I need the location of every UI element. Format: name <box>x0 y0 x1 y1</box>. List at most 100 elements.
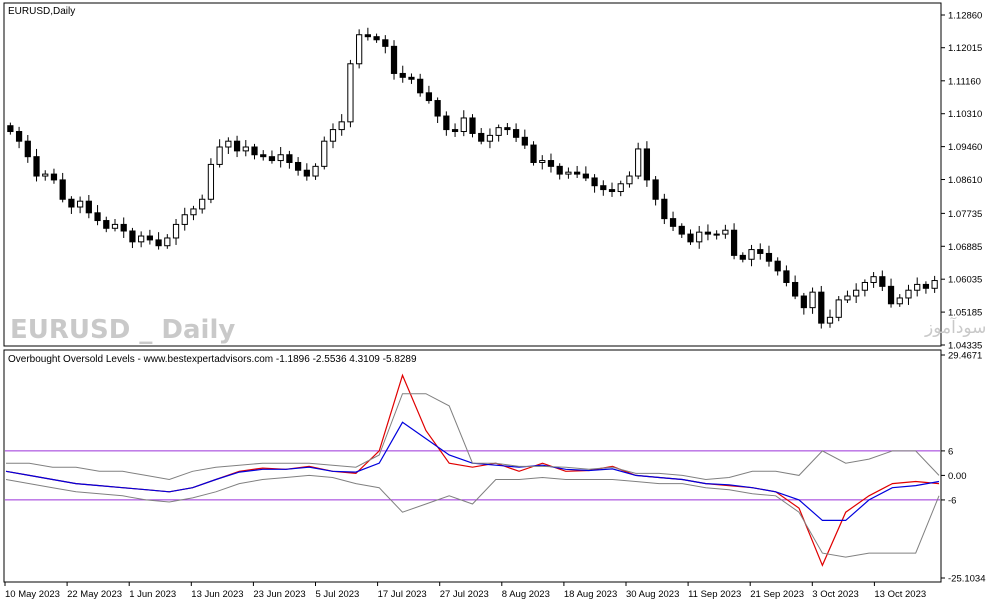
candle <box>286 150 293 169</box>
bear-candle-body <box>739 254 746 260</box>
time-tick-label: 11 Sep 2023 <box>688 589 741 600</box>
bear-candle-body <box>783 270 790 283</box>
candle <box>42 170 49 181</box>
time-tick-label: 30 Aug 2023 <box>626 589 679 600</box>
bear-candle-body <box>146 235 153 241</box>
bull-candle-body <box>338 121 345 131</box>
candle <box>294 157 302 176</box>
candle <box>68 196 75 214</box>
candle <box>155 232 162 250</box>
candle <box>635 142 642 180</box>
bull-candle-body <box>914 283 921 291</box>
bull-candle-body <box>312 165 319 177</box>
bear-candle-body <box>547 160 555 167</box>
candle <box>172 219 180 245</box>
time-tick-label: 5 Jul 2023 <box>316 589 360 600</box>
bear-candle-body <box>504 127 511 131</box>
bear-candle-body <box>155 239 162 247</box>
price-tick-label: 1.06035 <box>948 275 982 286</box>
price-tick-label: 1.08610 <box>948 175 982 186</box>
bear-candle-body <box>469 117 476 134</box>
time-tick-label: 1 Jun 2023 <box>129 589 176 600</box>
price-panel-frame[interactable] <box>3 2 942 347</box>
candle <box>469 114 476 138</box>
candle <box>382 35 389 54</box>
candle <box>181 207 188 231</box>
price-tick-label: 1.04335 <box>948 341 982 352</box>
bull-candle-body <box>207 163 215 200</box>
bear-candle-body <box>382 39 389 47</box>
candle <box>792 275 799 300</box>
bear-candle-body <box>59 179 66 200</box>
bear-candle-body <box>260 154 267 158</box>
bear-candle-body <box>268 156 276 162</box>
candle <box>696 225 703 249</box>
time-tick-label: 13 Oct 2023 <box>874 589 926 600</box>
bear-candle-body <box>443 115 450 131</box>
candle <box>643 141 651 187</box>
bear-candle-body <box>294 161 302 171</box>
bear-candle-body <box>774 260 781 272</box>
time-tick-label: 10 May 2023 <box>5 589 60 600</box>
candle <box>547 153 555 173</box>
bull-candle-body <box>190 208 197 216</box>
candle <box>521 129 528 149</box>
candle <box>164 234 171 249</box>
price-tick-label: 1.10310 <box>948 109 982 120</box>
candle <box>861 279 868 297</box>
bear-candle-body <box>68 198 75 208</box>
indicator-panel-frame[interactable] <box>3 349 942 583</box>
bull-candle-body <box>486 134 494 142</box>
bull-candle-body <box>111 223 119 229</box>
candle <box>242 140 249 157</box>
bear-candle-body <box>399 72 406 78</box>
candle <box>495 124 502 142</box>
time-tick-label: 18 Aug 2023 <box>564 589 617 600</box>
indicator-tick-label: 6 <box>948 446 953 457</box>
bull-candle-body <box>495 127 502 136</box>
bear-candle-body <box>7 125 14 133</box>
bear-candle-body <box>661 198 668 220</box>
candle <box>626 171 633 188</box>
candle <box>268 150 276 164</box>
candle <box>146 229 153 245</box>
symbol-label: EURUSD,Daily <box>8 6 75 17</box>
bear-candle-body <box>303 169 310 177</box>
candle <box>434 97 441 123</box>
bear-candle-body <box>643 148 651 181</box>
candle <box>713 230 720 240</box>
price-tick-label: 1.12015 <box>948 43 982 54</box>
bear-candle-body <box>678 225 685 235</box>
candle <box>129 227 136 249</box>
price-tick-label: 1.07735 <box>948 209 982 220</box>
candle <box>818 285 825 329</box>
candle <box>451 123 459 137</box>
bear-candle-body <box>15 131 23 142</box>
candle <box>783 265 790 287</box>
candle <box>216 139 223 168</box>
bull-candle-body <box>225 140 232 148</box>
bull-candle-body <box>853 289 860 297</box>
candle <box>835 296 842 322</box>
candle <box>59 172 66 203</box>
bear-candle-body <box>687 233 694 243</box>
candle <box>556 163 563 180</box>
bear-candle-body <box>434 100 441 117</box>
time-tick-label: 23 Jun 2023 <box>253 589 305 600</box>
candle <box>15 126 23 149</box>
price-tick-label: 1.12860 <box>948 11 982 22</box>
bear-candle-body <box>50 173 58 181</box>
candle <box>617 180 624 197</box>
bull-candle-body <box>635 148 642 177</box>
candle <box>399 65 406 83</box>
candle <box>896 294 903 307</box>
candle <box>251 143 258 160</box>
bear-candle-body <box>94 212 101 222</box>
candle <box>425 85 433 104</box>
candle <box>85 195 92 219</box>
watermark-site: انتشار در سایت سودآموز <box>924 316 987 338</box>
price-axis: 1.12860 1.12015 1.11160 1.10310 1.09460 1.086… <box>941 11 982 352</box>
candle <box>922 281 930 294</box>
candle <box>356 29 363 69</box>
